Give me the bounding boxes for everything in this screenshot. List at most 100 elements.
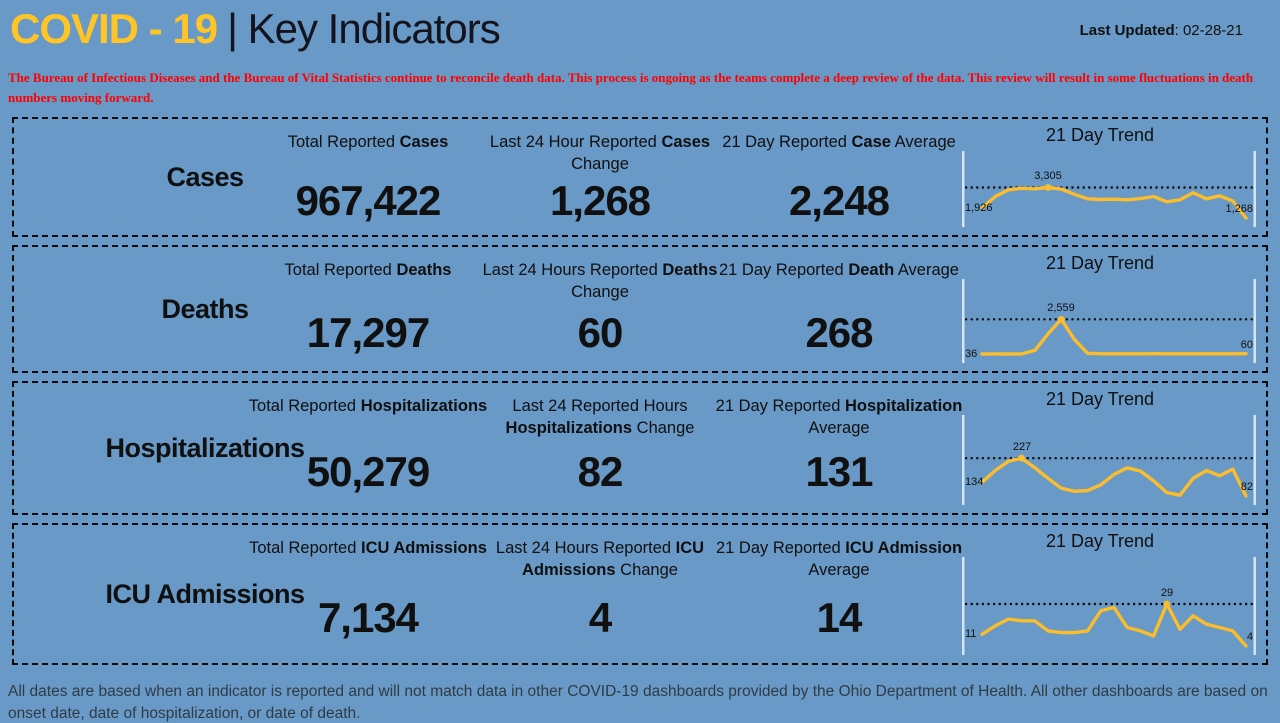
stat-value: 1,268: [549, 176, 651, 224]
header-post: Change: [571, 154, 629, 173]
header-bold: Hospitalizations: [505, 418, 633, 437]
trend-sparkline: [962, 415, 1256, 505]
stat-value: 4: [588, 593, 612, 641]
header-bold: ICU Admissions: [360, 539, 487, 557]
stat-value: 131: [805, 447, 873, 495]
header-bold: Death: [848, 261, 895, 279]
stat-value: 60: [577, 308, 624, 356]
stat-header: Last 24 Hours Reported ICU Admissions Ch…: [475, 538, 725, 584]
trend-plot-deaths: 36 2,559 60: [962, 279, 1256, 363]
page-title: COVID - 19 | Key Indicators: [10, 6, 1270, 51]
stat-header: Total Reported ICU Admissions: [249, 538, 487, 584]
stat-header: Total Reported Cases: [288, 132, 449, 178]
header-pre: Total Reported: [284, 261, 397, 279]
header-pre: Total Reported: [249, 539, 361, 557]
header-post: Change: [632, 418, 695, 437]
stat-21day-icu-admission-average: 21 Day Reported ICU Admission Average 14: [714, 525, 964, 663]
stat-value: 2,248: [788, 176, 890, 224]
footer-note: All dates are based when an indicator is…: [8, 683, 1268, 723]
stat-header: 21 Day Reported Case Average: [722, 132, 956, 178]
header-bold: ICU Admissions: [522, 539, 705, 579]
stat-total-icu-admissions: Total Reported ICU Admissions 7,134: [248, 525, 488, 663]
stat-21day-hospitalization-average: 21 Day Reported Hospitalization Average …: [714, 383, 964, 513]
row-label: Deaths: [161, 293, 249, 324]
page-header: COVID - 19 | Key Indicators Last Updated:…: [0, 0, 1280, 58]
stat-value: 50,279: [306, 447, 430, 495]
trend-start-label: 36: [965, 348, 978, 360]
last-updated: Last Updated: 02-28-21: [1080, 22, 1243, 39]
header-pre: Last 24 Hour Reported: [489, 133, 662, 151]
trend-plot-hospitalizations: 134 227 82: [962, 415, 1256, 505]
stat-header: Last 24 Reported Hours Hospitalizations …: [475, 396, 725, 442]
stat-header: 21 Day Reported Death Average: [719, 260, 959, 306]
stat-total-cases: Total Reported Cases 967,422: [248, 119, 488, 235]
trend-sparkline: [962, 557, 1256, 655]
stat-24h-icu-admissions-change: Last 24 Hours Reported ICU Admissions Ch…: [475, 525, 725, 663]
stat-21day-death-average: 21 Day Reported Death Average 268: [714, 247, 964, 371]
title-key-indicators: | Key Indicators: [227, 5, 501, 52]
indicator-row-cases: Cases Total Reported Cases 967,422 Last …: [12, 117, 1268, 237]
death-data-disclaimer: The Bureau of Infectious Diseases and th…: [8, 70, 1254, 105]
row-label: Hospitalizations: [105, 432, 305, 463]
trend-start-label: 11: [965, 628, 977, 640]
header-bold: Cases: [661, 133, 711, 151]
header-pre: Total Reported: [248, 397, 361, 415]
header-pre: Last 24 Hours Reported: [482, 261, 663, 279]
trend-start-label: 1,926: [965, 202, 993, 214]
header-pre: 21 Day Reported: [718, 261, 849, 279]
stat-value: 17,297: [306, 308, 430, 356]
header-bold: Deaths: [396, 261, 452, 279]
header-pre: 21 Day Reported: [722, 133, 852, 151]
header-pre: 21 Day Reported: [715, 397, 845, 415]
header-bold: ICU Admission: [845, 539, 963, 557]
stat-total-deaths: Total Reported Deaths 17,297: [248, 247, 488, 371]
header-post: Change: [615, 560, 678, 579]
header-bold: Cases: [399, 133, 449, 151]
stat-24h-deaths-change: Last 24 Hours Reported Deaths Change 60: [475, 247, 725, 371]
indicator-row-icu-admissions: ICU Admissions Total Reported ICU Admiss…: [12, 523, 1268, 665]
trend-end-label: 82: [1240, 481, 1253, 493]
trend-panel: 21 Day Trend 134 227 82: [944, 389, 1256, 505]
trend-end-label: 4: [1246, 631, 1253, 643]
header-bold: Hospitalization: [844, 397, 963, 415]
header-bold: Deaths: [662, 261, 718, 279]
trend-panel: 21 Day Trend 11 29 4: [944, 531, 1256, 655]
trend-sparkline: [962, 279, 1256, 363]
row-label: ICU Admissions: [105, 578, 305, 609]
indicator-row-hospitalizations: Hospitalizations Total Reported Hospital…: [12, 381, 1268, 515]
last-updated-label: Last Updated: [1079, 22, 1175, 39]
trend-panel: 21 Day Trend 36 2,559 60: [944, 253, 1256, 363]
row-label: Cases: [166, 161, 244, 192]
header-post: Average: [808, 418, 870, 437]
trend-end-label: 60: [1240, 339, 1253, 351]
trend-peak-label: 2,559: [1047, 302, 1075, 314]
indicator-row-deaths: Deaths Total Reported Deaths 17,297 Last…: [12, 245, 1268, 373]
stat-header: Last 24 Hours Reported Deaths Change: [475, 260, 725, 306]
trend-peak-label: 227: [1012, 441, 1032, 453]
stat-value: 82: [577, 447, 624, 495]
trend-end-label: 1,268: [1225, 203, 1253, 215]
trend-title: 21 Day Trend: [1045, 253, 1155, 273]
last-updated-value: : 02-28-21: [1174, 22, 1243, 39]
header-pre: 21 Day Reported: [715, 539, 846, 557]
header-post: Change: [571, 282, 629, 301]
stat-24h-cases-change: Last 24 Hour Reported Cases Change 1,268: [475, 119, 725, 235]
header-post: Average: [894, 261, 959, 279]
trend-title: 21 Day Trend: [1045, 531, 1155, 551]
header-pre: Last 24 Reported Hours: [512, 397, 688, 415]
trend-title: 21 Day Trend: [1045, 125, 1155, 145]
header-bold: Case: [851, 133, 891, 151]
trend-peak-label: 29: [1160, 587, 1174, 599]
trend-peak-label: 3,305: [1034, 170, 1062, 182]
stat-value: 268: [805, 308, 873, 356]
header-post: Average: [808, 560, 870, 579]
trend-panel: 21 Day Trend 1,926 3,305 1,268: [944, 125, 1256, 227]
stat-value: 7,134: [317, 593, 419, 641]
stat-24h-hospitalizations-change: Last 24 Reported Hours Hospitalizations …: [475, 383, 725, 513]
stat-header: Last 24 Hour Reported Cases Change: [475, 132, 725, 178]
stat-header: Total Reported Hospitalizations: [249, 396, 487, 442]
header-post: Average: [890, 133, 956, 151]
header-bold: Hospitalizations: [360, 397, 488, 415]
trend-plot-cases: 1,926 3,305 1,268: [962, 151, 1256, 227]
